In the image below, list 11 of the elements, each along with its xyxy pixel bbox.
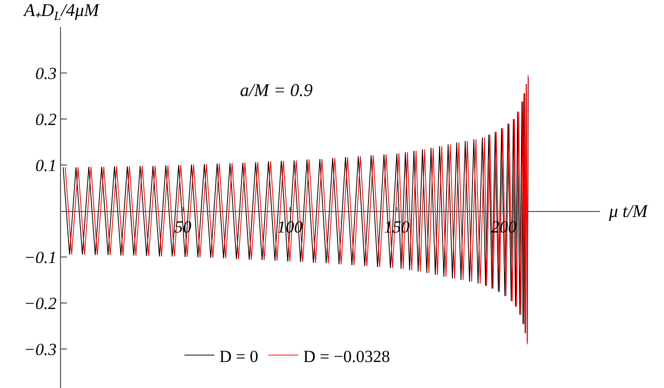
x-axis-title: μ t/M <box>608 201 649 221</box>
y-tick-label: −0.3 <box>24 340 57 359</box>
y-axis-title: A₊D$_{L}$/4μM <box>23 0 100 23</box>
y-tick-label: 0.2 <box>35 110 58 129</box>
y-tick-label: −0.1 <box>24 248 57 267</box>
legend-label: D = −0.0328 <box>303 346 390 366</box>
y-tick-label: −0.2 <box>24 294 58 313</box>
annotation: a/M = 0.9 <box>240 80 313 100</box>
y-tick-label: 0.3 <box>35 64 57 83</box>
legend-label: D = 0 <box>219 346 258 366</box>
y-tick-label: 0.1 <box>35 156 57 175</box>
